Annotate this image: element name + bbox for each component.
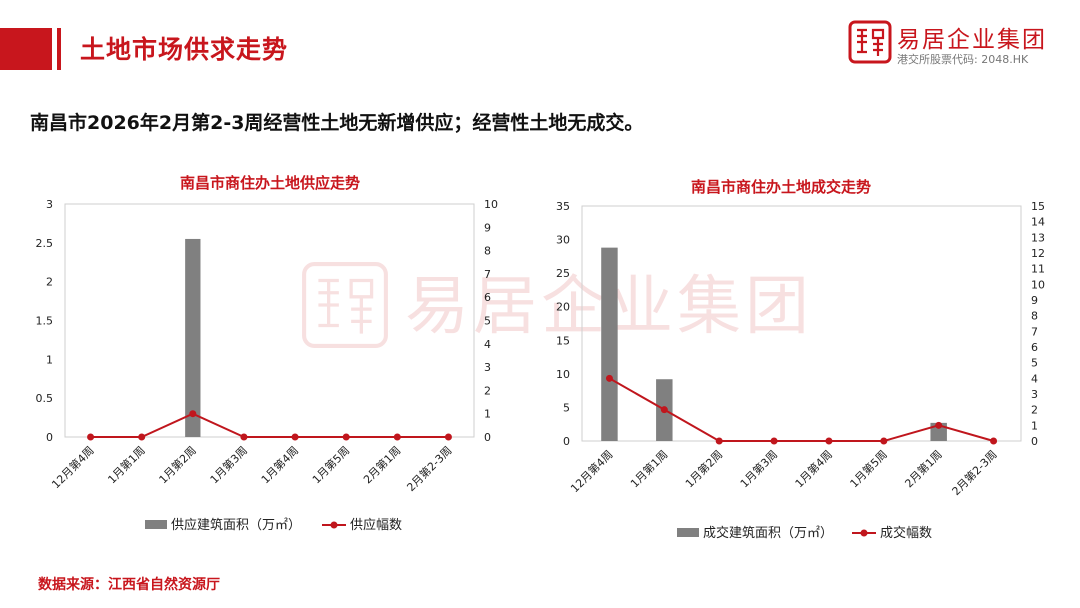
y2-tick-label: 4 (1031, 372, 1038, 385)
line-point (715, 437, 723, 445)
y-tick-label: 10 (556, 368, 570, 381)
legend-bar-label: 供应建筑面积（万㎡） (171, 517, 301, 533)
header-accent-bar (0, 28, 52, 70)
y2-tick-label: 2 (1031, 404, 1038, 417)
line-point (87, 433, 95, 441)
transaction-chart-title: 南昌市商住办土地成交走势 (691, 178, 871, 196)
legend-line-marker (860, 529, 868, 537)
x-tick-label: 2月第2-3周 (949, 447, 1000, 498)
y2-tick-label: 8 (1031, 310, 1038, 323)
y-tick-label: 0 (46, 431, 53, 444)
y2-tick-label: 8 (484, 245, 491, 258)
y2-tick-label: 15 (1031, 200, 1045, 213)
y2-tick-label: 7 (484, 268, 491, 281)
y2-tick-label: 5 (1031, 357, 1038, 370)
supply-chart-title: 南昌市商住办土地供应走势 (180, 174, 360, 192)
line-point (990, 437, 998, 445)
y2-tick-label: 3 (484, 361, 491, 374)
line-point (342, 433, 350, 441)
line-point (240, 433, 248, 441)
y-tick-label: 2 (46, 276, 53, 289)
legend-line-marker (330, 521, 338, 529)
y2-tick-label: 10 (484, 198, 498, 211)
y2-tick-label: 2 (484, 384, 491, 397)
x-tick-label: 12月第4周 (567, 447, 615, 495)
headline: 南昌市2026年2月第2-3周经营性土地无新增供应；经营性土地无成交。 (30, 112, 644, 134)
y-tick-label: 20 (556, 301, 570, 314)
x-tick-label: 1月第4周 (792, 447, 835, 490)
legend-line-label: 成交幅数 (880, 525, 932, 541)
y2-tick-label: 3 (1031, 388, 1038, 401)
y2-tick-label: 9 (1031, 294, 1038, 307)
y-tick-label: 35 (556, 200, 570, 213)
line-point (138, 433, 146, 441)
y2-tick-label: 0 (1031, 435, 1038, 448)
y2-tick-label: 1 (484, 408, 491, 421)
x-tick-label: 1月第3周 (737, 447, 780, 490)
line-point (825, 437, 833, 445)
line-point (605, 374, 613, 382)
line-point (660, 406, 668, 414)
y-tick-label: 2.5 (36, 237, 54, 250)
y-tick-label: 5 (563, 401, 570, 414)
legend-bar-swatch (677, 528, 699, 537)
line-point (935, 421, 943, 429)
legend-bar-swatch (145, 520, 167, 529)
line-point (393, 433, 401, 441)
line-point (444, 433, 452, 441)
y2-tick-label: 6 (484, 291, 491, 304)
y-tick-label: 15 (556, 334, 570, 347)
y-tick-label: 3 (46, 198, 53, 211)
data-source: 数据来源：江西省自然资源厅 (38, 577, 220, 593)
y-tick-label: 25 (556, 267, 570, 280)
y2-tick-label: 7 (1031, 325, 1038, 338)
y2-tick-label: 10 (1031, 278, 1045, 291)
y2-tick-label: 0 (484, 431, 491, 444)
bar (601, 247, 618, 441)
y-tick-label: 1 (46, 353, 53, 366)
y2-tick-label: 6 (1031, 341, 1038, 354)
line-point (189, 410, 197, 418)
x-tick-label: 2月第1周 (902, 447, 945, 490)
y-tick-label: 0.5 (36, 392, 54, 405)
brand-ticker: 港交所股票代码: 2048.HK (897, 53, 1029, 66)
line-point (291, 433, 299, 441)
series-line (608, 377, 994, 442)
seal-logo-icon (848, 20, 892, 64)
line-point (880, 437, 888, 445)
y2-tick-label: 5 (484, 315, 491, 328)
bar (185, 238, 201, 437)
x-tick-label: 1月第2周 (682, 447, 725, 490)
x-tick-label: 1月第5周 (847, 447, 890, 490)
legend-bar-label: 成交建筑面积（万㎡） (703, 525, 833, 541)
y-tick-label: 0 (563, 435, 570, 448)
y2-tick-label: 1 (1031, 419, 1038, 432)
line-point (770, 437, 778, 445)
legend-line-label: 供应幅数 (350, 517, 402, 533)
y-tick-label: 30 (556, 234, 570, 247)
y-tick-label: 1.5 (36, 315, 54, 328)
series-line (90, 412, 449, 438)
y2-tick-label: 4 (484, 338, 491, 351)
page-title: 土地市场供求走势 (80, 35, 289, 64)
x-tick-label: 1月第1周 (627, 447, 670, 490)
y2-tick-label: 14 (1031, 216, 1045, 229)
brand-name: 易居企业集团 (897, 27, 1047, 53)
plot-area (581, 205, 1022, 442)
y2-tick-label: 9 (484, 221, 491, 234)
y2-tick-label: 13 (1031, 231, 1045, 244)
y2-tick-label: 12 (1031, 247, 1045, 260)
y2-tick-label: 11 (1031, 263, 1045, 276)
header-accent-stripe (57, 28, 61, 70)
